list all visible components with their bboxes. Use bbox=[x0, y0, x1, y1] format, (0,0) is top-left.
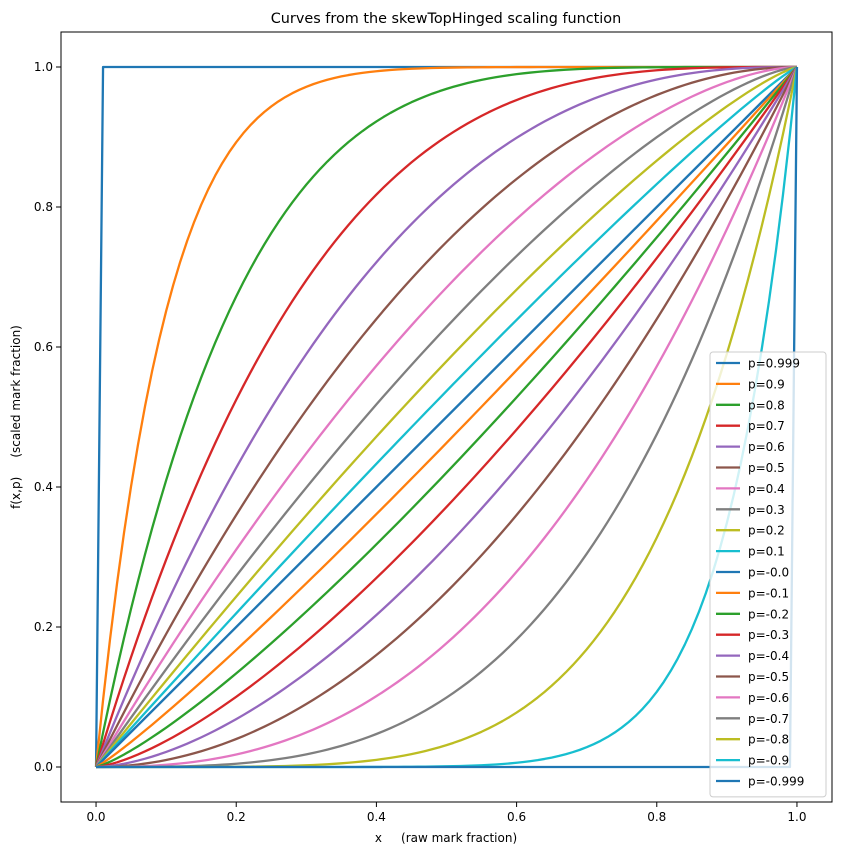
x-tick-label: 1.0 bbox=[787, 810, 806, 824]
legend-entry-1: p=0.9 bbox=[748, 377, 785, 391]
series-line-20 bbox=[96, 66, 799, 769]
legend-box bbox=[709, 351, 827, 798]
series-line-7 bbox=[95, 65, 798, 768]
legend-entry-12: p=-0.2 bbox=[748, 607, 789, 621]
legend-entry-16: p=-0.6 bbox=[748, 691, 789, 705]
legend-entry-13: p=-0.3 bbox=[748, 628, 789, 642]
y-tick-label: 0.2 bbox=[34, 620, 53, 634]
series-line-4 bbox=[94, 65, 797, 768]
x-axis-label: x (raw mark fraction) bbox=[375, 831, 517, 845]
legend-entry-8: p=0.2 bbox=[748, 524, 785, 538]
series-line-13 bbox=[95, 66, 798, 769]
y-tick-label: 0.8 bbox=[34, 200, 53, 214]
series-line-11 bbox=[95, 66, 798, 768]
legend-entry-0: p=0.999 bbox=[748, 357, 800, 371]
legend-entry-18: p=-0.8 bbox=[748, 733, 789, 747]
y-tick-label: 1.0 bbox=[34, 60, 53, 74]
x-tick-label: 0.8 bbox=[647, 810, 666, 824]
plot-lines bbox=[94, 65, 799, 769]
series-line-3 bbox=[94, 65, 797, 768]
plot-frame bbox=[60, 31, 833, 803]
legend-entry-7: p=0.3 bbox=[748, 503, 785, 517]
legend-entry-19: p=-0.9 bbox=[748, 754, 789, 768]
y-tick-label: 0.0 bbox=[34, 760, 53, 774]
legend-entry-17: p=-0.7 bbox=[748, 712, 789, 726]
x-tick-label: 0.4 bbox=[367, 810, 386, 824]
y-tick-label: 0.4 bbox=[34, 480, 53, 494]
series-line-9 bbox=[95, 66, 798, 768]
legend-entry-15: p=-0.5 bbox=[748, 670, 789, 684]
series-line-12 bbox=[95, 66, 798, 769]
x-tick-label: 0.6 bbox=[507, 810, 526, 824]
x-tick-label: 0.2 bbox=[227, 810, 246, 824]
series-line-2 bbox=[94, 65, 797, 768]
legend-entry-3: p=0.7 bbox=[748, 419, 785, 433]
series-line-6 bbox=[95, 65, 798, 768]
legend-entry-4: p=0.6 bbox=[748, 440, 785, 454]
series-line-10 bbox=[95, 66, 798, 768]
legend-entry-11: p=-0.1 bbox=[748, 586, 789, 600]
series-line-17 bbox=[96, 66, 799, 769]
y-axis-label: f(x,p) (scaled mark fraction) bbox=[9, 325, 23, 509]
series-line-16 bbox=[96, 66, 799, 769]
legend-entry-6: p=0.4 bbox=[748, 482, 785, 496]
legend-entry-14: p=-0.4 bbox=[748, 649, 789, 663]
legend-entry-2: p=0.8 bbox=[748, 398, 785, 412]
chart-title: Curves from the skewTopHinged scaling fu… bbox=[271, 11, 621, 27]
legend-entry-20: p=-0.999 bbox=[748, 775, 804, 789]
series-line-15 bbox=[96, 66, 798, 769]
y-tick-label: 0.6 bbox=[34, 340, 53, 354]
legend-entry-5: p=0.5 bbox=[748, 461, 785, 475]
legend-entry-10: p=-0.0 bbox=[748, 566, 789, 580]
x-tick-label: 0.0 bbox=[86, 810, 105, 824]
x-axis-ticks: 0.0 0.2 0.4 0.6 0.8 1.0 bbox=[86, 802, 807, 824]
series-line-14 bbox=[95, 66, 798, 769]
legend: p=0.999 p=0.9 p=0.8 p=0.7 p=0.6 p=0.5 p=0.4 p=0… bbox=[709, 351, 827, 798]
y-axis-ticks: 0.0 0.2 0.4 0.6 0.8 1.0 bbox=[34, 60, 61, 774]
series-line-8 bbox=[95, 65, 798, 768]
series-line-5 bbox=[95, 65, 797, 768]
legend-entry-9: p=0.1 bbox=[748, 545, 785, 559]
